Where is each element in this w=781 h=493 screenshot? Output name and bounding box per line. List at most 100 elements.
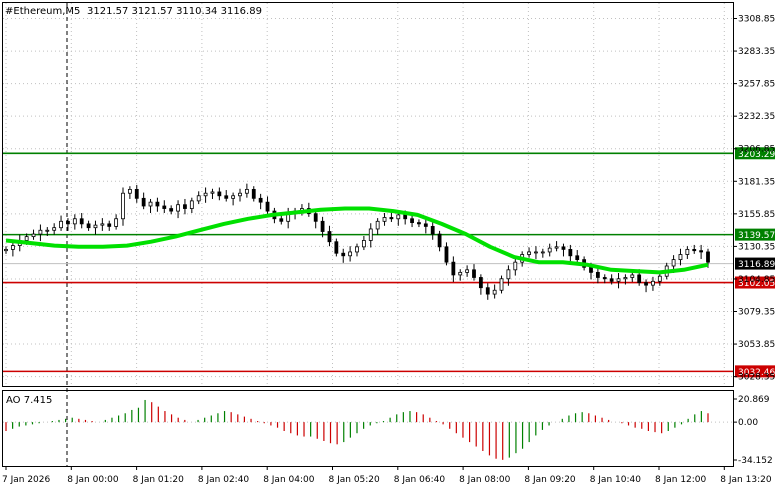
x-tick-label: 8 Jan 05:20 [329,475,381,485]
candle-body [430,226,435,235]
current-price-label: 3116.89 [738,260,775,270]
candle-body [589,266,593,273]
candle-body [86,223,91,229]
candle-body [458,271,463,276]
x-tick-label: 8 Jan 08:00 [459,475,511,485]
candle-body [389,217,394,220]
candle-body [134,188,139,199]
candle-body [24,236,29,241]
candle-body [210,191,215,194]
candle-body [478,277,483,289]
candle-body [382,217,387,222]
candle-body [4,248,8,252]
y-tick-label: 3308.85 [738,15,775,25]
candle-body [575,255,580,261]
chart-header-ohlc: 3121.57 3121.57 3110.34 3116.89 [87,6,262,17]
x-tick-label: 8 Jan 09:20 [524,475,576,485]
candle-body [547,247,552,253]
candle-body [568,248,573,257]
candle-body [444,246,449,263]
candle-body [554,246,559,249]
candle-body [657,275,662,282]
candle-body [38,229,43,235]
candle-body [155,201,160,207]
candle-body [699,250,704,253]
candle-body [417,222,421,225]
candle-body [203,192,208,197]
level-price-box [735,147,775,160]
candle-body [410,218,414,223]
candle-body [609,278,614,282]
ao-y-tick-label: 20.869 [738,395,770,405]
candle-body [692,248,697,252]
y-tick-label: 3104.85 [738,275,775,285]
candle-body [396,214,401,220]
y-tick-label: 3283.35 [738,47,775,57]
moving-average-line [5,206,709,275]
candle-body [513,261,518,271]
candle-body [437,233,442,248]
candle-body [31,233,36,238]
candle-body [320,220,325,232]
y-tick-label: 3206.85 [738,145,775,155]
candle-body [224,195,229,199]
candle-body [279,218,284,222]
candle-body [616,278,621,282]
current-price-box [735,257,775,270]
ao-panel-frame [2,390,734,467]
candle-body [506,269,511,280]
x-tick-label: 8 Jan 13:20 [720,475,772,485]
candle-body [595,271,600,278]
level-price-box [735,276,775,289]
candle-body [196,195,201,202]
candle-body [258,197,263,203]
candle-body [66,220,70,225]
x-tick-label: 8 Jan 02:40 [198,475,250,485]
candle-body [72,218,77,225]
y-tick-label: 3232.35 [738,112,775,122]
candle-body [451,261,456,276]
candle-body [45,229,50,232]
ao-y-tick-label: 0.00 [738,418,758,428]
candle-body [685,248,690,255]
candle-body [251,188,256,199]
level-price-box [735,365,775,378]
candle-body [100,223,105,226]
candle-body [162,205,167,209]
candle-body [341,252,346,257]
x-tick-label: 8 Jan 12:00 [655,475,707,485]
candle-body [189,200,194,209]
candle-body [706,251,710,263]
candle-body [244,188,249,194]
y-tick-label: 3028.35 [738,373,775,383]
ao-y-tick-label: -34.152 [738,456,773,466]
level-price-box [735,228,775,241]
candle-body [141,197,146,207]
level-price-label: 3139.57 [738,231,775,241]
candle-body [79,218,84,225]
y-tick-label: 3053.85 [738,340,775,350]
candle-body [651,280,655,286]
x-tick-label: 7 Jan 2026 [2,475,50,485]
candle-body [368,228,373,241]
candle-body [265,201,270,212]
candle-body [637,274,642,283]
candle-body [375,220,380,230]
candle-body [623,277,628,280]
candle-body [678,254,683,261]
candle-body [114,218,119,227]
candle-body [127,188,132,194]
candle-body [121,192,125,220]
candle-body [485,287,490,295]
x-tick-label: 8 Jan 00:00 [67,475,119,485]
candle-body [169,208,174,212]
x-tick-label: 8 Jan 01:20 [133,475,185,485]
candle-body [348,251,353,257]
candle-body [52,227,57,231]
candle-body [355,246,359,253]
candle-body [472,269,476,278]
candle-body [423,223,428,227]
candle-body [644,282,648,286]
candle-body [183,204,187,209]
